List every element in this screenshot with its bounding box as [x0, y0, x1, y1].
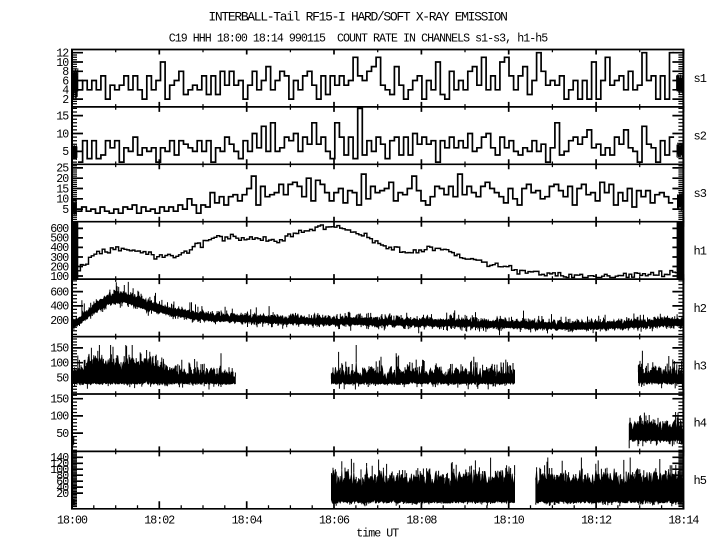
svg-text:20: 20	[56, 488, 69, 501]
svg-text:18:10: 18:10	[494, 514, 525, 527]
svg-text:500: 500	[50, 233, 69, 246]
svg-text:150: 150	[50, 394, 69, 407]
svg-text:h4: h4	[694, 417, 707, 431]
svg-text:50: 50	[56, 428, 69, 441]
svg-text:300: 300	[50, 252, 69, 265]
svg-text:INTERBALL-Tail RF15-I HARD/SOF: INTERBALL-Tail RF15-I HARD/SOFT X-RAY EM…	[208, 10, 507, 25]
svg-text:5: 5	[62, 204, 69, 217]
svg-text:200: 200	[50, 261, 69, 274]
svg-text:120: 120	[50, 458, 69, 471]
svg-text:h2: h2	[694, 302, 707, 316]
svg-text:time UT: time UT	[356, 527, 399, 540]
svg-text:10: 10	[56, 194, 69, 207]
svg-text:10: 10	[56, 57, 69, 70]
svg-text:40: 40	[56, 482, 69, 495]
svg-text:s1: s1	[694, 72, 707, 86]
svg-text:h1: h1	[694, 244, 707, 258]
svg-text:C19 HHH 18:00 18:14 990115 CO: C19 HHH 18:00 18:14 990115 COUNT RATE IN…	[169, 32, 548, 45]
svg-text:100: 100	[50, 464, 69, 477]
svg-text:6: 6	[62, 75, 69, 88]
svg-text:20: 20	[56, 173, 69, 186]
svg-text:18:12: 18:12	[581, 514, 612, 527]
svg-text:140: 140	[50, 452, 69, 465]
svg-text:15: 15	[56, 183, 69, 196]
svg-text:5: 5	[62, 146, 69, 159]
svg-text:8: 8	[62, 66, 69, 79]
svg-text:18:08: 18:08	[406, 514, 437, 527]
svg-text:600: 600	[50, 223, 69, 236]
svg-text:10: 10	[56, 128, 69, 141]
svg-text:100: 100	[50, 411, 69, 424]
svg-text:18:06: 18:06	[319, 514, 350, 527]
svg-text:s2: s2	[694, 130, 707, 144]
svg-text:4: 4	[62, 85, 69, 98]
svg-text:s3: s3	[694, 187, 707, 201]
svg-text:25: 25	[56, 163, 69, 176]
svg-text:60: 60	[56, 476, 69, 489]
svg-text:18:14: 18:14	[668, 514, 699, 527]
svg-text:50: 50	[56, 372, 69, 385]
svg-text:12: 12	[56, 48, 69, 61]
svg-text:18:00: 18:00	[57, 514, 88, 527]
svg-text:400: 400	[50, 242, 69, 255]
svg-text:2: 2	[62, 94, 69, 107]
svg-text:18:02: 18:02	[144, 514, 175, 527]
svg-text:200: 200	[50, 315, 69, 328]
svg-text:h5: h5	[694, 474, 707, 488]
svg-text:100: 100	[50, 271, 69, 284]
svg-text:600: 600	[50, 286, 69, 299]
svg-text:15: 15	[56, 110, 69, 123]
svg-text:400: 400	[50, 301, 69, 314]
svg-text:150: 150	[50, 343, 69, 356]
svg-text:18:04: 18:04	[232, 514, 263, 527]
svg-text:100: 100	[50, 358, 69, 371]
svg-text:80: 80	[56, 470, 69, 483]
svg-text:h3: h3	[694, 359, 707, 373]
